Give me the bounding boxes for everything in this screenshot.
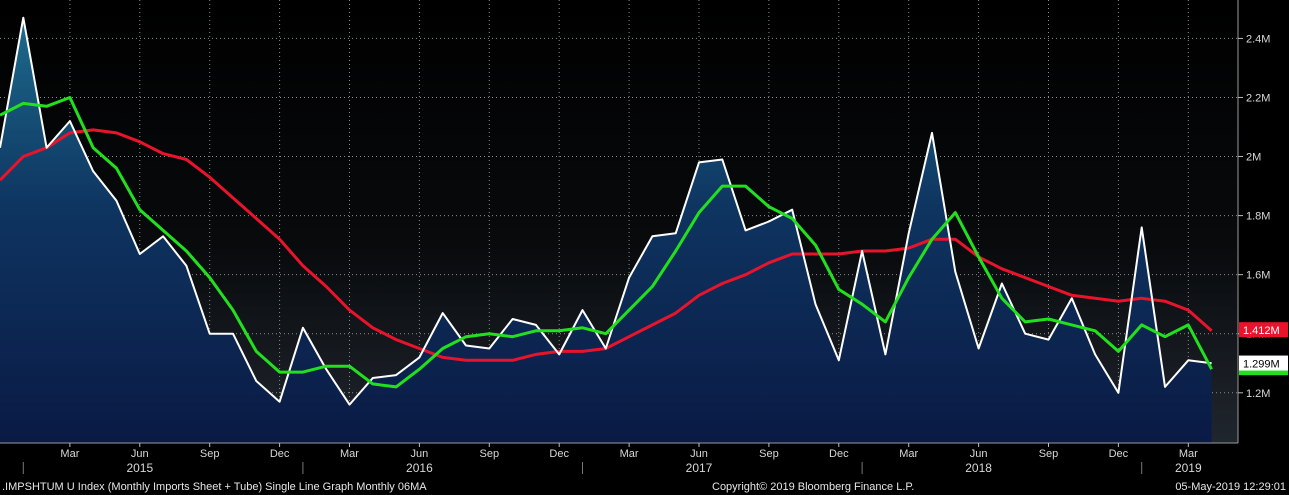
area-fill bbox=[0, 17, 1212, 443]
x-tick-label: Jun bbox=[970, 448, 988, 460]
y-tick-label: 1.8M bbox=[1246, 211, 1270, 223]
x-tick-label: Sep bbox=[200, 448, 220, 460]
x-tick-label: Jun bbox=[411, 448, 429, 460]
series-line-ma_green bbox=[0, 96, 1213, 389]
y-tick-label: 1.2M bbox=[1246, 388, 1270, 400]
x-tick-label: Dec bbox=[270, 448, 290, 460]
footer-timestamp: 05-May-2019 12:29:01 bbox=[1175, 481, 1286, 493]
y-tick-label: 2.4M bbox=[1246, 33, 1270, 45]
y-tick-label: 2.2M bbox=[1246, 92, 1270, 104]
x-year-label: 2018 bbox=[965, 461, 992, 475]
x-tick-label: Mar bbox=[340, 448, 359, 460]
x-tick-label: Dec bbox=[829, 448, 849, 460]
x-tick-label: Mar bbox=[1179, 448, 1198, 460]
x-year-label: 2019 bbox=[1175, 461, 1202, 475]
series-area-imports bbox=[0, 17, 1212, 443]
series-lines bbox=[0, 16, 1213, 406]
x-tick-label: Dec bbox=[1109, 448, 1129, 460]
x-tick-label: Mar bbox=[899, 448, 918, 460]
last-value-badge-text: 1.299M bbox=[1243, 359, 1280, 371]
series-line-imports bbox=[0, 16, 1212, 406]
last-value-badge bbox=[1239, 355, 1288, 371]
last-value-badges: 1.412M 1.299M bbox=[1239, 322, 1288, 376]
last-value-badge bbox=[1239, 322, 1288, 338]
footer-copyright: Copyright© 2019 Bloomberg Finance L.P. bbox=[712, 481, 914, 493]
x-year-label: 2017 bbox=[686, 461, 713, 475]
x-tick-label: Mar bbox=[60, 448, 79, 460]
footer-description: .IMPSHTUM U Index (Monthly Imports Sheet… bbox=[2, 481, 427, 493]
x-year-label: 2015 bbox=[126, 461, 153, 475]
x-year-label: 2016 bbox=[406, 461, 433, 475]
x-axis-ticks: Mar Jun Sep Dec Mar Jun Sep Dec Mar Jun Sep Dec Mar J… bbox=[22, 443, 1202, 475]
x-tick-label: Jun bbox=[690, 448, 708, 460]
x-tick-label: Sep bbox=[759, 448, 779, 460]
x-tick-label: Jun bbox=[131, 448, 149, 460]
x-tick-label: Sep bbox=[480, 448, 500, 460]
x-tick-label: Dec bbox=[549, 448, 569, 460]
y-tick-label: 2M bbox=[1246, 152, 1261, 164]
x-tick-label: Mar bbox=[620, 448, 639, 460]
last-value-badge-text: 1.412M bbox=[1243, 325, 1280, 337]
x-tick-label: Sep bbox=[1039, 448, 1059, 460]
y-tick-label: 1.6M bbox=[1246, 270, 1270, 282]
